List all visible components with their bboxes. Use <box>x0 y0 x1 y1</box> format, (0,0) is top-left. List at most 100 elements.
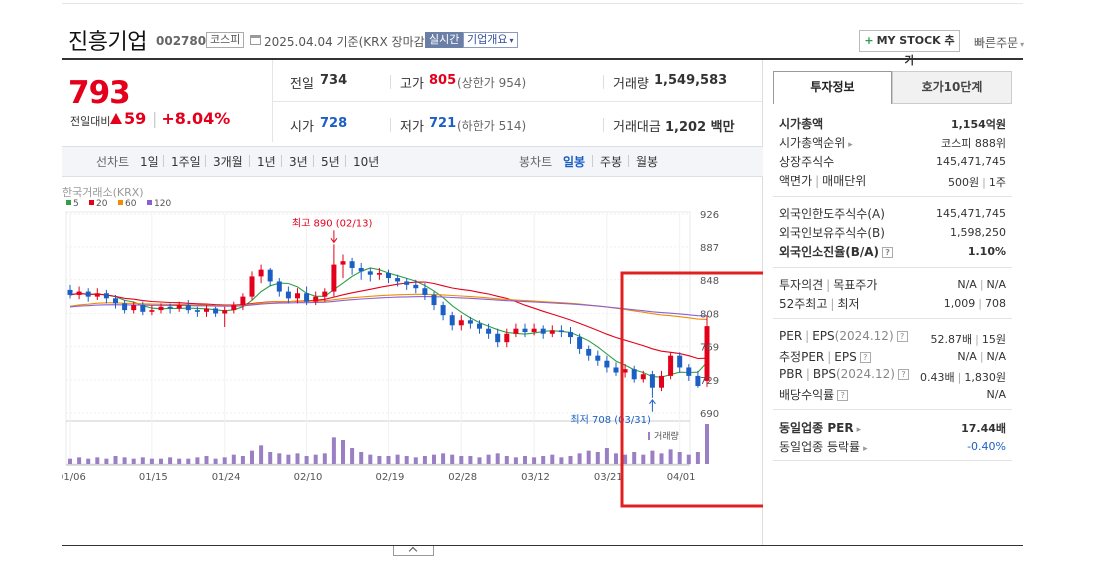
per-value: 52.87배 <box>930 333 973 346</box>
foreign-ratio-value: 1.10% <box>967 245 1006 258</box>
est-eps-label: EPS <box>834 350 857 364</box>
period-3y[interactable]: 3년 <box>289 155 308 169</box>
volume-bar <box>131 458 136 464</box>
candle <box>586 345 592 361</box>
candle <box>304 286 310 306</box>
opinion-target-value: N/A | N/A <box>957 278 1006 291</box>
change-percent: +8.04% <box>152 109 230 128</box>
period-10y[interactable]: 10년 <box>353 155 380 169</box>
volume-bar <box>695 452 700 464</box>
candle <box>213 306 219 317</box>
volume-bar <box>368 454 373 464</box>
candle <box>149 305 155 316</box>
volume-bar <box>577 453 582 464</box>
ind-per-label[interactable]: 동일업종 PER ▸ <box>779 419 861 436</box>
candle <box>622 364 628 378</box>
collapse-button[interactable] <box>393 546 434 556</box>
period-1y[interactable]: 1년 <box>257 155 276 169</box>
candle <box>477 320 482 334</box>
candle <box>440 301 446 321</box>
par-lot-label: 액면가 | 매매단위 <box>779 174 867 188</box>
change-value: 59 <box>124 109 147 128</box>
candle <box>604 355 610 373</box>
candle <box>631 365 637 383</box>
volume-bar <box>432 454 436 464</box>
volume-bar <box>459 456 464 464</box>
volume-bar <box>586 450 591 464</box>
target-value: N/A <box>986 278 1006 291</box>
shares-label: 상장주식수 <box>779 155 835 169</box>
help-icon[interactable]: ? <box>896 331 908 342</box>
volume-bar <box>313 454 318 464</box>
candle-weekly[interactable]: 주봉 <box>600 155 623 169</box>
candle <box>568 326 573 344</box>
company-info-dropdown[interactable]: 기업개요 ▾ <box>463 32 518 48</box>
volume-bar <box>686 454 691 464</box>
realtime-button[interactable]: 실시간 <box>425 32 464 48</box>
candle <box>158 303 164 314</box>
quick-order-label: 빠른주문 <box>974 36 1019 50</box>
volume-bar <box>450 454 455 464</box>
tab-orderbook[interactable]: 호가10단계 <box>892 71 1012 104</box>
volume-bar <box>268 452 273 464</box>
candle <box>85 288 91 302</box>
ind-rate-label[interactable]: 동일업종 등락률 ▸ <box>779 438 868 455</box>
candle <box>276 278 282 297</box>
y-tick-label: 887 <box>700 243 719 254</box>
y-tick-label: 729 <box>700 376 719 387</box>
period-divider <box>628 155 629 167</box>
volume-bar <box>159 458 163 464</box>
help-icon[interactable]: ? <box>897 369 909 380</box>
volume-bar <box>632 452 637 464</box>
candle <box>67 284 73 299</box>
candle <box>431 291 437 311</box>
ind-per-value: 17.44배 <box>961 422 1006 435</box>
legend-swatch-120 <box>147 200 152 205</box>
candle <box>467 316 473 329</box>
y-tick-label: 848 <box>700 276 719 287</box>
est-per-eps-label: 추정PER | EPS? <box>779 348 871 365</box>
candle-daily[interactable]: 일봉 <box>563 155 586 169</box>
high-annotation: 최고 890 (02/13) <box>292 217 373 229</box>
candle <box>76 286 82 300</box>
help-icon[interactable]: ? <box>837 390 849 401</box>
period-1w[interactable]: 1주일 <box>171 155 201 169</box>
chevron-right-icon: ▸ <box>856 425 862 435</box>
candle <box>358 262 364 280</box>
market-badge: 코스피 <box>206 32 245 48</box>
help-icon[interactable]: ? <box>859 352 871 363</box>
period-1d[interactable]: 1일 <box>140 155 159 169</box>
period-5y[interactable]: 5년 <box>321 155 340 169</box>
legend-swatch-60 <box>118 200 123 205</box>
volume-bar <box>395 454 400 464</box>
mcap-value: 1,154억원 <box>950 118 1006 131</box>
as-of-date: 2025.04.04 기준(KRX 장마감) <box>264 35 430 49</box>
volume-bar <box>222 457 227 464</box>
shares-value: 145,471,745 <box>936 155 1006 168</box>
change-label: 전일대비 <box>70 115 111 128</box>
volume-bar <box>650 450 655 464</box>
amount-value: 1,202 백만 <box>665 116 735 135</box>
volume-bar <box>286 454 291 464</box>
section-divider <box>773 318 1012 319</box>
candle <box>285 286 291 304</box>
x-tick-label: 02/10 <box>294 472 323 483</box>
tab-invest-info[interactable]: 투자정보 <box>773 71 892 104</box>
my-stock-add-button[interactable]: + MY STOCK 추가 <box>859 30 960 67</box>
candle <box>295 288 300 304</box>
quick-order-link[interactable]: 빠른주문 ▾ <box>974 34 1024 51</box>
par-lot-value: 500원 | 1주 <box>948 176 1006 189</box>
stock-chart[interactable]: 한국거래소(KRX) 5 20 60 120 거래량 926 887 848 808 769 7… <box>62 180 763 510</box>
period-3m[interactable]: 3개월 <box>213 155 243 169</box>
candle-monthly[interactable]: 월봉 <box>636 155 659 169</box>
help-icon[interactable]: ? <box>882 247 894 258</box>
ma-legend: 5 20 60 120 <box>66 199 171 209</box>
volume-bar <box>404 456 409 464</box>
volume-bar <box>68 458 72 464</box>
w52-high-label: 52주최고 <box>779 297 828 311</box>
mcap-rank-label[interactable]: 시가총액순위 ▸ <box>779 134 853 151</box>
candle <box>322 288 328 302</box>
opinion-label: 투자의견 <box>779 278 824 292</box>
candle <box>704 316 710 387</box>
foreign-hold-value: 1,598,250 <box>950 226 1006 239</box>
